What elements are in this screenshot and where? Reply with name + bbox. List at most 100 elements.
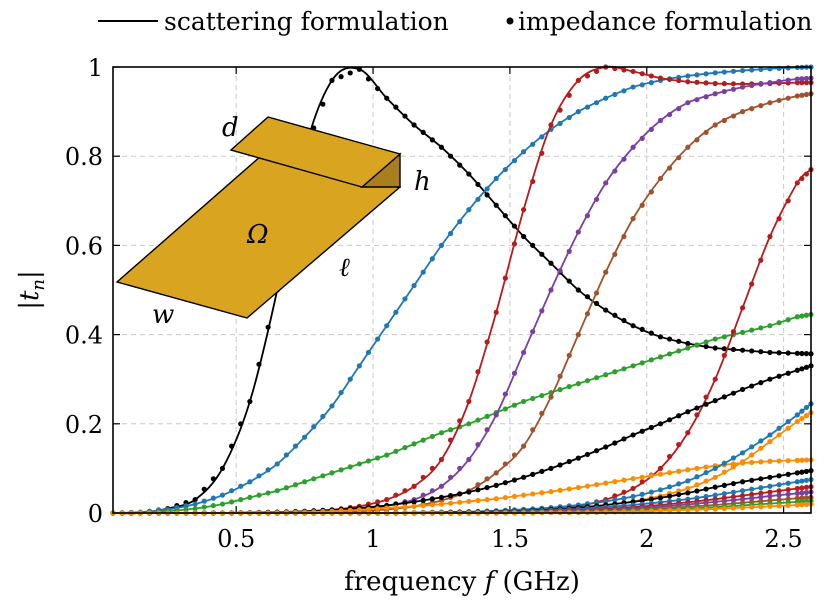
series-point-8 bbox=[502, 494, 508, 501]
x-tick-label: 1.5 bbox=[491, 525, 529, 553]
series-point-2 bbox=[447, 427, 454, 433]
series-point-1 bbox=[511, 158, 518, 164]
series-point-5 bbox=[575, 332, 581, 338]
series-point-7 bbox=[685, 409, 691, 415]
series-point-17 bbox=[703, 506, 709, 512]
series-point-1 bbox=[411, 282, 417, 289]
series-point-1 bbox=[484, 186, 490, 192]
series-point-0 bbox=[229, 443, 235, 449]
series-point-7 bbox=[438, 494, 445, 500]
series-point-13 bbox=[794, 485, 800, 492]
series-point-11 bbox=[739, 479, 746, 485]
series-point-2 bbox=[302, 479, 308, 485]
series-point-2 bbox=[511, 402, 518, 408]
series-point-7 bbox=[557, 462, 563, 468]
series-point-7 bbox=[539, 468, 545, 474]
series-point-5 bbox=[721, 117, 727, 124]
series-point-7 bbox=[548, 465, 554, 471]
series-point-0 bbox=[548, 260, 554, 266]
series-point-0 bbox=[776, 350, 782, 356]
series-point-8 bbox=[530, 491, 536, 497]
series-point-7 bbox=[457, 491, 463, 497]
series-point-5 bbox=[666, 165, 673, 171]
series-point-7 bbox=[666, 417, 673, 423]
series-point-10 bbox=[676, 488, 682, 494]
series-point-3 bbox=[475, 369, 481, 375]
series-point-4 bbox=[447, 474, 454, 480]
series-point-2 bbox=[429, 433, 435, 440]
series-point-4 bbox=[484, 427, 490, 433]
series-point-9 bbox=[785, 418, 791, 425]
series-point-10 bbox=[749, 452, 755, 458]
series-point-8 bbox=[575, 484, 581, 491]
series-point-4 bbox=[511, 370, 518, 376]
series-point-2 bbox=[749, 327, 755, 333]
series-point-6 bbox=[803, 171, 810, 177]
series-point-4 bbox=[466, 456, 472, 463]
series-point-2 bbox=[484, 413, 490, 419]
series-point-1 bbox=[329, 403, 335, 409]
series-point-10 bbox=[721, 469, 727, 475]
series-point-17 bbox=[721, 505, 727, 512]
series-point-12 bbox=[712, 492, 718, 498]
series-point-1 bbox=[183, 503, 189, 509]
series-point-1 bbox=[584, 104, 591, 110]
series-point-9 bbox=[666, 484, 673, 490]
series-point-3 bbox=[457, 418, 463, 424]
series-point-2 bbox=[475, 417, 481, 423]
series-point-3 bbox=[630, 68, 636, 75]
series-point-0 bbox=[511, 223, 518, 229]
series-point-6 bbox=[639, 479, 645, 485]
series-point-1 bbox=[201, 498, 207, 504]
series-point-10 bbox=[803, 413, 810, 419]
series-point-3 bbox=[639, 71, 645, 77]
series-point-2 bbox=[411, 441, 417, 447]
series-point-0 bbox=[648, 330, 654, 336]
series-point-17 bbox=[730, 505, 737, 511]
series-point-0 bbox=[685, 340, 691, 347]
series-point-2 bbox=[648, 357, 654, 363]
series-point-2 bbox=[384, 452, 390, 458]
series-point-7 bbox=[593, 448, 600, 454]
series-point-5 bbox=[749, 106, 755, 112]
series-point-6 bbox=[799, 175, 805, 182]
series-point-1 bbox=[712, 70, 718, 76]
series-point-0 bbox=[347, 70, 353, 76]
series-point-2 bbox=[794, 314, 800, 320]
series-point-9 bbox=[730, 455, 737, 461]
series-point-1 bbox=[274, 461, 280, 467]
y-axis-label: |tn| bbox=[15, 270, 49, 310]
series-point-4 bbox=[639, 135, 645, 141]
series-point-9 bbox=[648, 489, 654, 495]
series-point-5 bbox=[621, 233, 627, 240]
series-point-17 bbox=[758, 504, 764, 510]
series-point-7 bbox=[739, 386, 746, 393]
series-point-1 bbox=[219, 492, 226, 498]
series-point-11 bbox=[694, 488, 700, 494]
series-point-4 bbox=[712, 91, 718, 97]
series-point-5 bbox=[520, 443, 527, 449]
series-point-7 bbox=[575, 455, 581, 461]
series-point-6 bbox=[676, 442, 682, 448]
y-tick-label: 0 bbox=[88, 500, 103, 528]
series-point-12 bbox=[703, 493, 709, 500]
series-point-4 bbox=[566, 248, 572, 254]
series-point-1 bbox=[447, 230, 454, 237]
series-point-1 bbox=[210, 495, 216, 501]
series-point-2 bbox=[575, 381, 581, 387]
series-point-9 bbox=[721, 460, 727, 466]
series-point-1 bbox=[365, 349, 372, 356]
series-point-5 bbox=[794, 93, 800, 99]
series-point-9 bbox=[685, 478, 691, 484]
series-point-0 bbox=[475, 181, 481, 188]
series-point-1 bbox=[420, 269, 426, 275]
series-point-10 bbox=[730, 464, 737, 470]
series-point-0 bbox=[603, 307, 609, 313]
series-point-5 bbox=[657, 175, 664, 182]
series-point-7 bbox=[648, 424, 654, 431]
series-point-6 bbox=[612, 493, 618, 499]
series-point-1 bbox=[557, 120, 563, 127]
series-point-17 bbox=[799, 502, 805, 508]
series-point-10 bbox=[739, 459, 746, 465]
series-point-8 bbox=[776, 458, 782, 464]
